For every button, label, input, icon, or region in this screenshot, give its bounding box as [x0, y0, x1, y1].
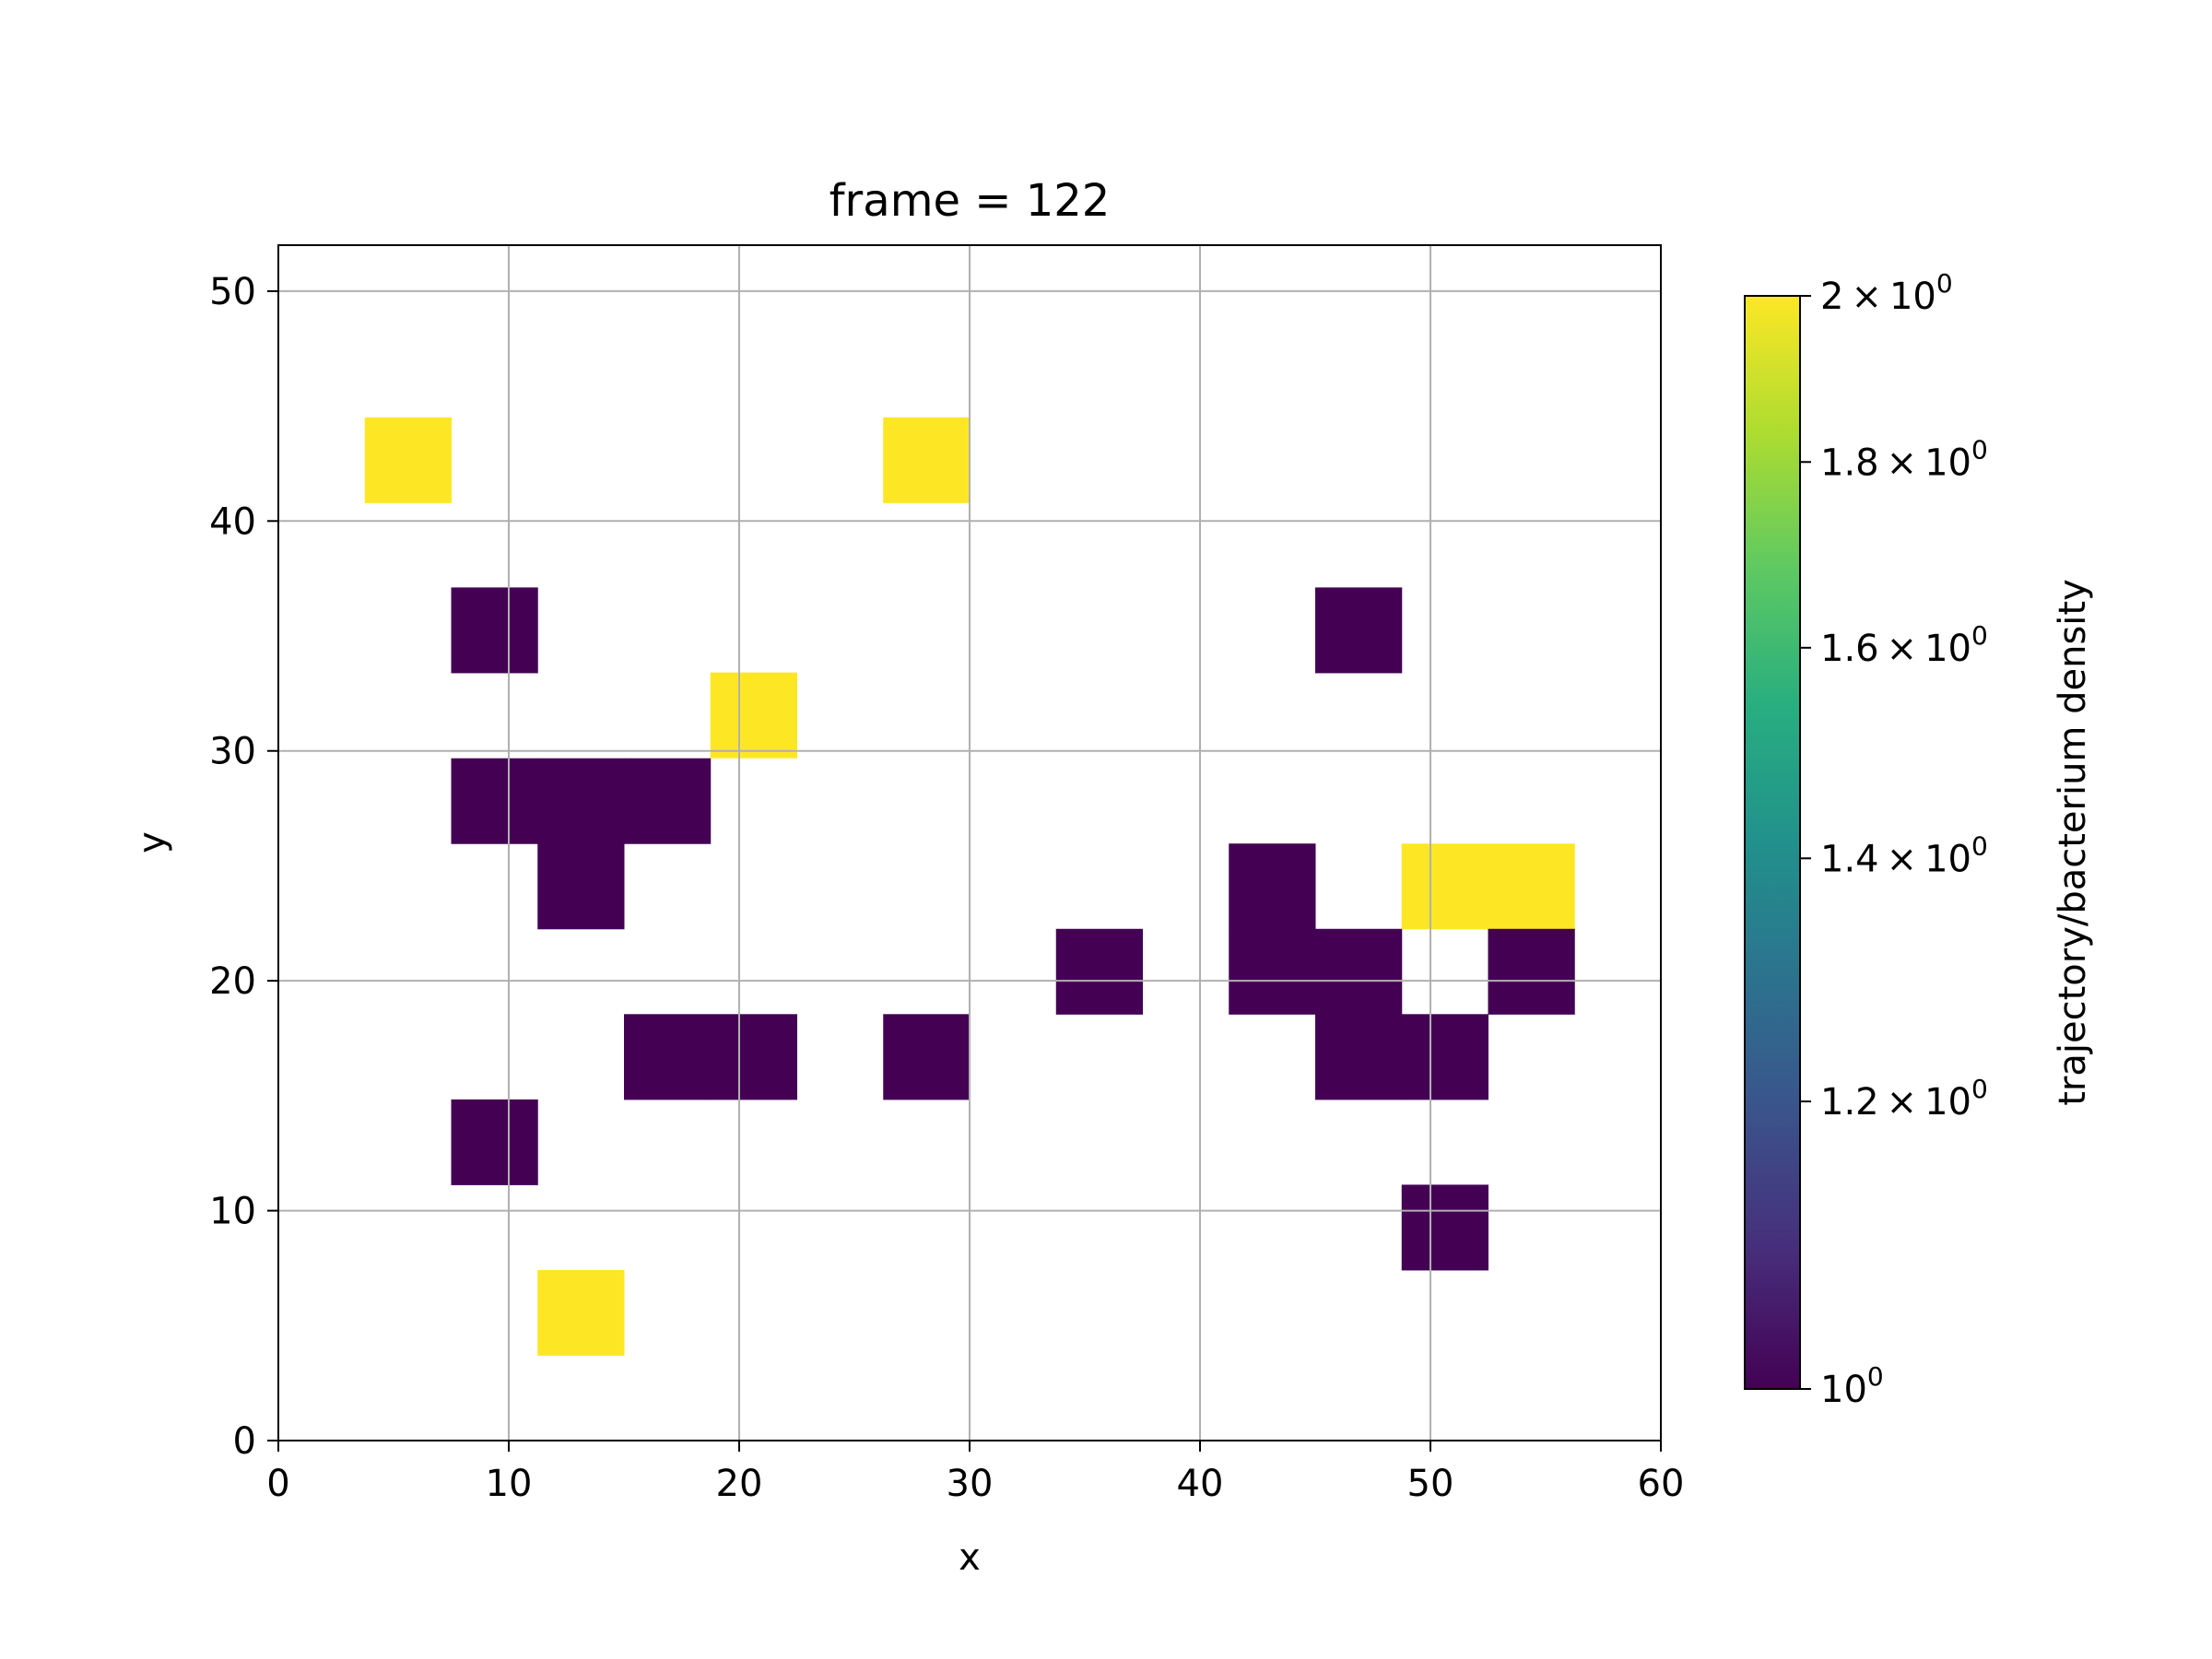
heatmap-cell [1401, 1014, 1488, 1100]
x-tick-label: 60 [1638, 1463, 1685, 1505]
heatmap-cell [883, 417, 971, 503]
y-tick-label: 10 [209, 1191, 256, 1233]
y-axis-label: y [131, 831, 173, 853]
heatmap-cell [1488, 843, 1575, 930]
heatmap-cell [883, 1014, 971, 1100]
y-tick-label: 20 [209, 960, 256, 1003]
y-tick-label: 40 [209, 500, 256, 543]
chart-title: frame = 122 [830, 175, 1111, 227]
colorbar-tick-label: 1.2 × 100 [1820, 1074, 1988, 1124]
x-axis-label: x [959, 1536, 981, 1579]
x-tick-label: 50 [1407, 1463, 1454, 1505]
colorbar-tick-label: 1.4 × 100 [1820, 830, 1988, 880]
heatmap-cell [451, 758, 538, 844]
y-ticks: 0 10 20 30 40 50 [209, 271, 278, 1463]
y-tick-label: 50 [209, 271, 256, 313]
heatmap-cell [1229, 843, 1316, 930]
colorbar-label: trajectory/bacterium density [2052, 579, 2094, 1106]
colorbar-tick-label: 2 × 100 [1820, 268, 1953, 318]
colorbar-tick-label: 1.8 × 100 [1820, 434, 1988, 484]
x-ticks: 0 10 20 30 40 50 60 [266, 1441, 1684, 1505]
y-tick-label: 30 [209, 731, 256, 773]
x-tick-label: 40 [1177, 1463, 1224, 1505]
heatmap-cell [1401, 1184, 1488, 1271]
heatmap-cell [1315, 928, 1403, 1015]
heatmap-cell [451, 1099, 538, 1185]
heatmap-cell [1315, 1014, 1403, 1100]
colorbar-tick-label: 1.6 × 100 [1820, 620, 1988, 670]
heatmap-cells [364, 417, 1575, 1356]
heatmap-cell [537, 1269, 625, 1356]
heatmap-cell [624, 758, 712, 844]
heatmap-cell [537, 843, 625, 930]
heatmap-cell [710, 672, 797, 759]
heatmap-cell [1401, 843, 1488, 930]
x-tick-label: 20 [716, 1463, 763, 1505]
y-tick-label: 0 [233, 1420, 256, 1463]
heatmap-cell [710, 1014, 797, 1100]
colorbar-tick-label: 100 [1820, 1361, 1884, 1411]
colorbar-gradient [1744, 295, 1801, 1390]
heatmap-cell [1488, 928, 1575, 1015]
x-tick-label: 0 [266, 1463, 289, 1505]
plot-area: 0 10 20 30 40 50 60 0 10 20 30 40 50 [209, 244, 1684, 1505]
heatmap-cell [451, 587, 538, 674]
heatmap-cell [1055, 928, 1143, 1015]
heatmap-cell [624, 1014, 712, 1100]
heatmap-cell [364, 417, 452, 503]
heatmap-cell [1229, 928, 1316, 1015]
heatmap-cell [537, 758, 625, 844]
x-tick-label: 10 [486, 1463, 533, 1505]
colorbar: 100 1.2 × 100 1.4 × 100 1.6 × 100 1.8 × 100 2… [1744, 268, 2094, 1411]
colorbar-ticks: 100 1.2 × 100 1.4 × 100 1.6 × 100 1.8 × 100 2… [1800, 268, 1988, 1411]
x-tick-label: 30 [947, 1463, 994, 1505]
heatmap-cell [1315, 587, 1403, 674]
